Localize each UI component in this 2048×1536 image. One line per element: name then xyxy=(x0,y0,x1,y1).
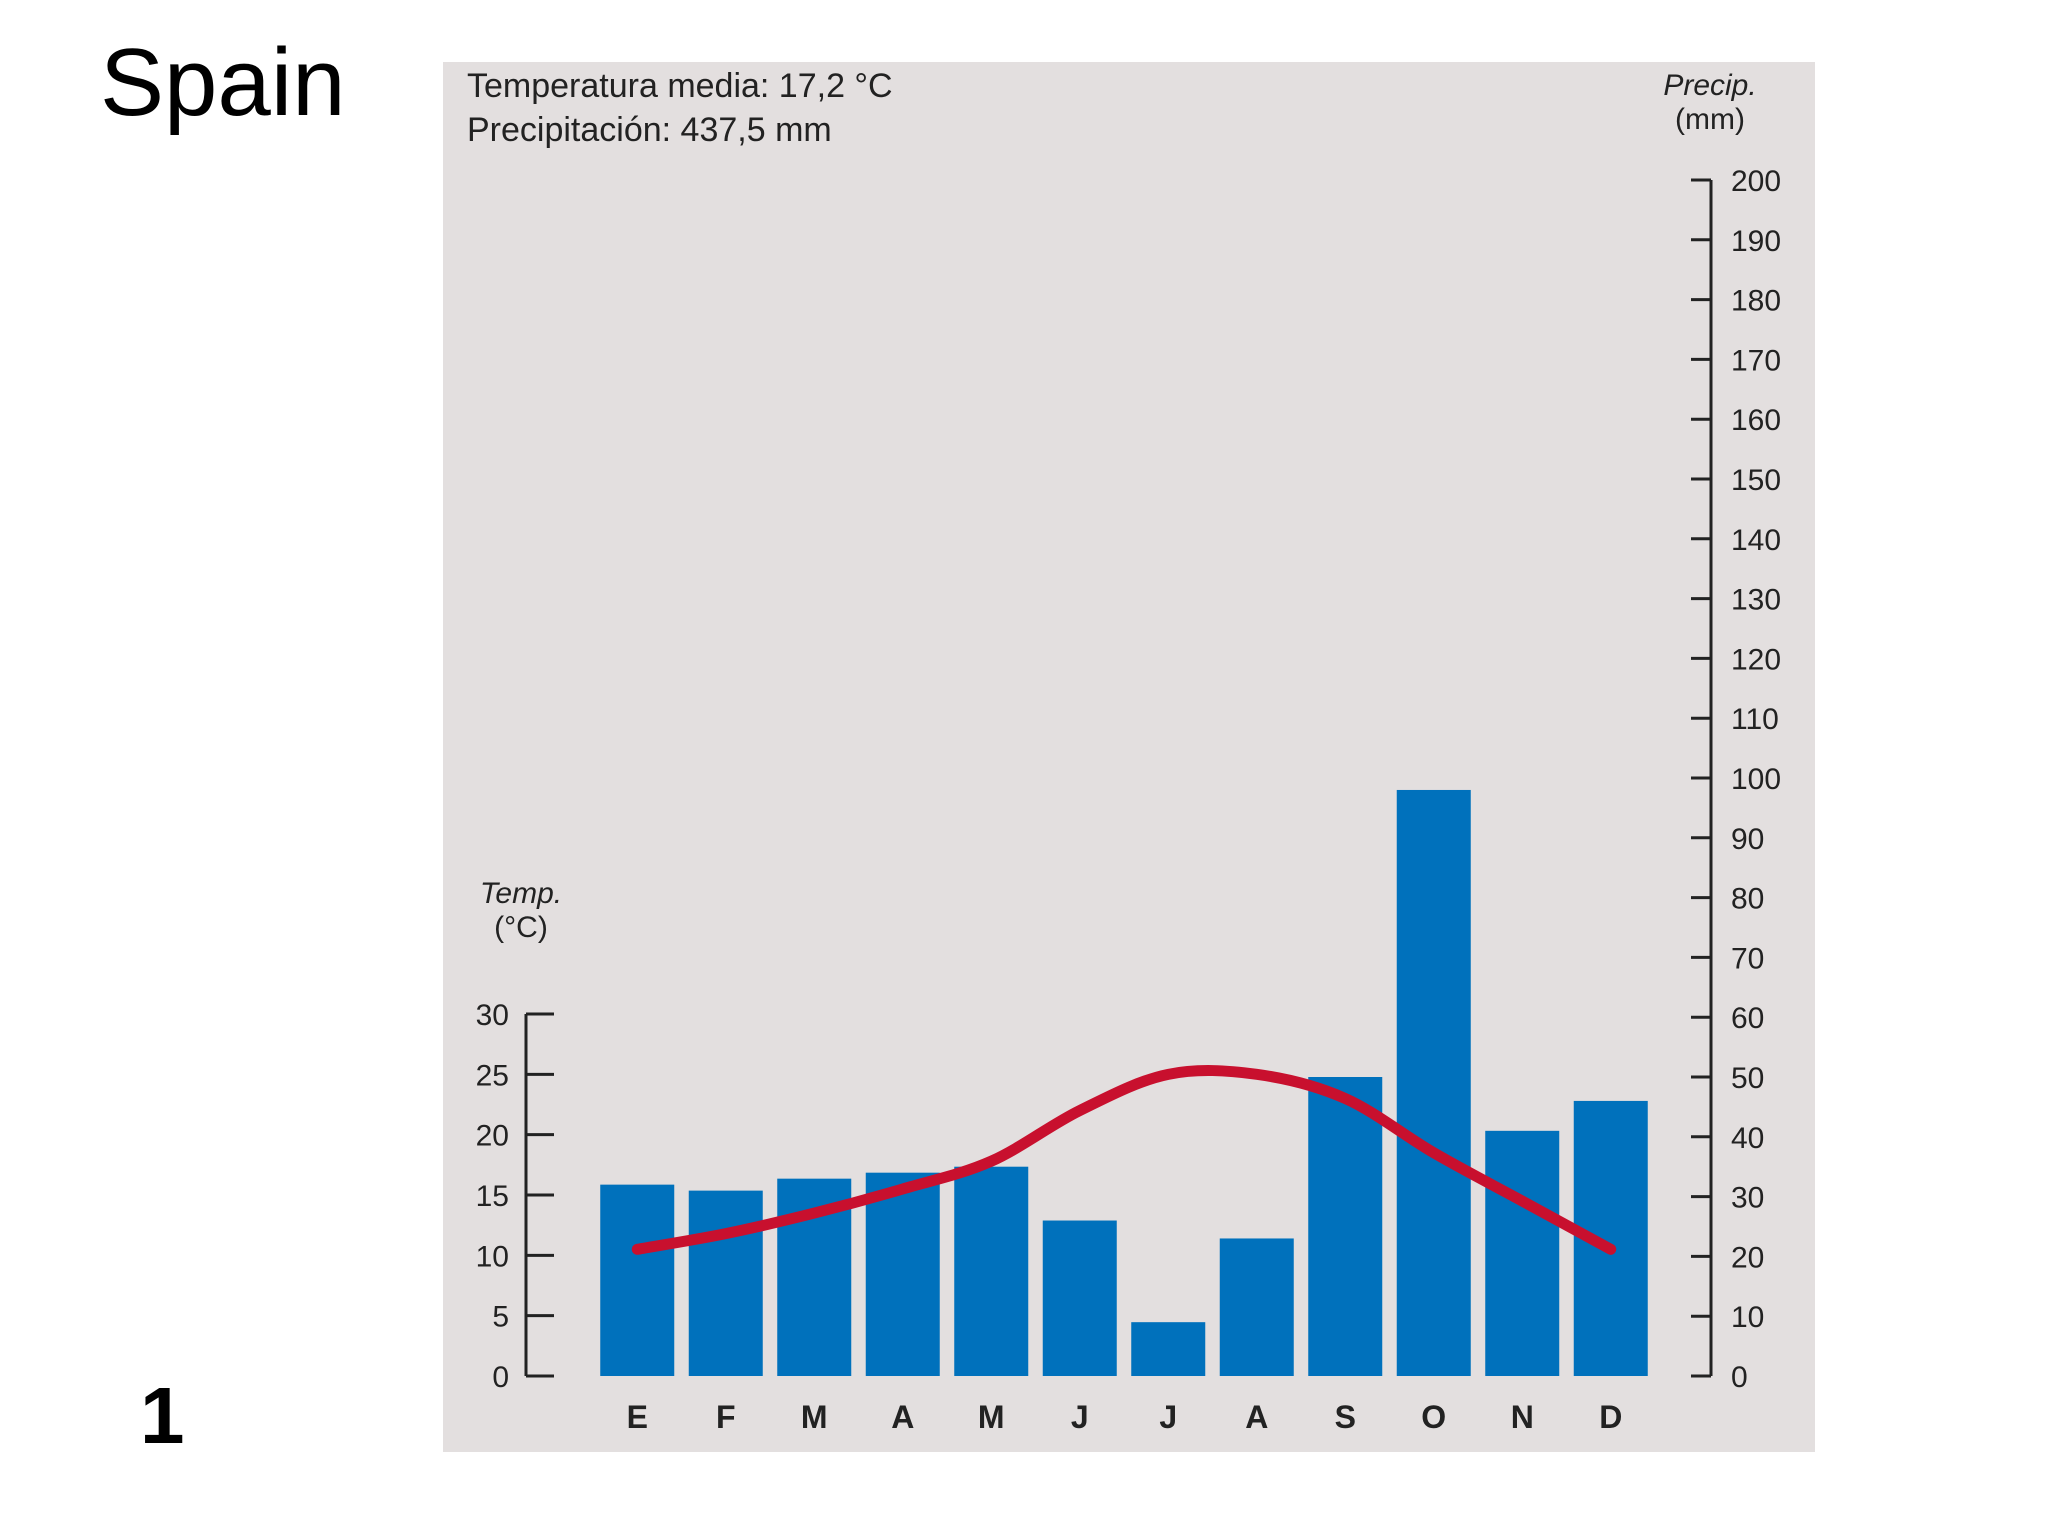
info-precipitation: Precipitación: 437,5 mm xyxy=(467,111,832,149)
month-label-1: E xyxy=(627,1399,648,1435)
right-axis-tick-label-130: 130 xyxy=(1731,584,1781,617)
slide-title: Spain xyxy=(100,29,346,136)
temperature-line xyxy=(631,1065,1617,1255)
right-axis-tick-label-50: 50 xyxy=(1731,1062,1764,1095)
month-label-12: D xyxy=(1599,1399,1622,1435)
right-axis-label-line2: (mm) xyxy=(1675,103,1745,136)
left-axis-tick-label-30: 30 xyxy=(476,999,509,1032)
left-axis-tick-label-15: 15 xyxy=(476,1180,509,1213)
info-temperature: Temperatura media: 17,2 °C xyxy=(467,67,893,105)
month-label-2: F xyxy=(716,1399,736,1435)
right-axis-tick-label-180: 180 xyxy=(1731,285,1781,318)
right-axis-tick-label-160: 160 xyxy=(1731,404,1781,437)
left-axis-label-line2: (°C) xyxy=(494,911,548,944)
month-label-7: J xyxy=(1159,1399,1177,1435)
precip-bar-9 xyxy=(1308,1077,1383,1376)
month-label-6: J xyxy=(1071,1399,1089,1435)
month-label-5: M xyxy=(978,1399,1005,1435)
precip-bar-7 xyxy=(1131,1322,1206,1376)
right-axis-tick-label-70: 70 xyxy=(1731,942,1764,975)
climate-chart: Temperatura media: 17,2 °C Precipitación… xyxy=(467,67,1781,1435)
month-label-4: A xyxy=(891,1399,914,1435)
precip-bar-4 xyxy=(865,1172,940,1376)
slide-number: 1 xyxy=(140,1371,185,1460)
month-label-3: M xyxy=(801,1399,828,1435)
right-axis-tick-label-120: 120 xyxy=(1731,643,1781,676)
precip-bar-8 xyxy=(1219,1238,1294,1376)
left-axis-tick-label-20: 20 xyxy=(476,1120,509,1153)
climate-chart-panel: Temperatura media: 17,2 °C Precipitación… xyxy=(443,62,1815,1452)
right-axis-tick-label-90: 90 xyxy=(1731,823,1764,856)
precip-bar-1 xyxy=(600,1184,675,1376)
right-axis-tick-label-140: 140 xyxy=(1731,524,1781,557)
right-axis-tick-label-30: 30 xyxy=(1731,1182,1764,1215)
precip-bar-6 xyxy=(1042,1220,1117,1376)
left-axis-tick-label-25: 25 xyxy=(476,1059,509,1092)
month-label-9: S xyxy=(1335,1399,1356,1435)
right-axis-tick-label-10: 10 xyxy=(1731,1301,1764,1334)
precip-bar-11 xyxy=(1485,1130,1560,1376)
right-axis-label-line1: Precip. xyxy=(1663,69,1756,102)
right-axis-tick-label-170: 170 xyxy=(1731,344,1781,377)
right-axis-tick-label-40: 40 xyxy=(1731,1122,1764,1155)
precip-bar-5 xyxy=(954,1166,1029,1376)
right-axis-tick-label-100: 100 xyxy=(1731,763,1781,796)
left-axis-tick-label-10: 10 xyxy=(476,1240,509,1273)
month-label-11: N xyxy=(1511,1399,1534,1435)
month-label-8: A xyxy=(1245,1399,1268,1435)
left-axis-tick-label-0: 0 xyxy=(492,1361,509,1394)
month-label-10: O xyxy=(1421,1399,1446,1435)
right-axis-tick-label-0: 0 xyxy=(1731,1361,1748,1394)
left-axis-tick-label-5: 5 xyxy=(492,1301,509,1334)
right-axis-tick-label-150: 150 xyxy=(1731,464,1781,497)
right-axis-tick-label-20: 20 xyxy=(1731,1241,1764,1274)
right-axis-tick-label-200: 200 xyxy=(1731,165,1781,198)
precip-bar-2 xyxy=(688,1190,763,1376)
right-axis-tick-label-110: 110 xyxy=(1731,703,1779,736)
right-axis-tick-label-190: 190 xyxy=(1731,225,1781,258)
right-axis-tick-label-80: 80 xyxy=(1731,883,1764,916)
left-axis-label-line1: Temp. xyxy=(480,877,562,910)
precip-bar-10 xyxy=(1396,789,1471,1376)
right-axis-tick-label-60: 60 xyxy=(1731,1002,1764,1035)
